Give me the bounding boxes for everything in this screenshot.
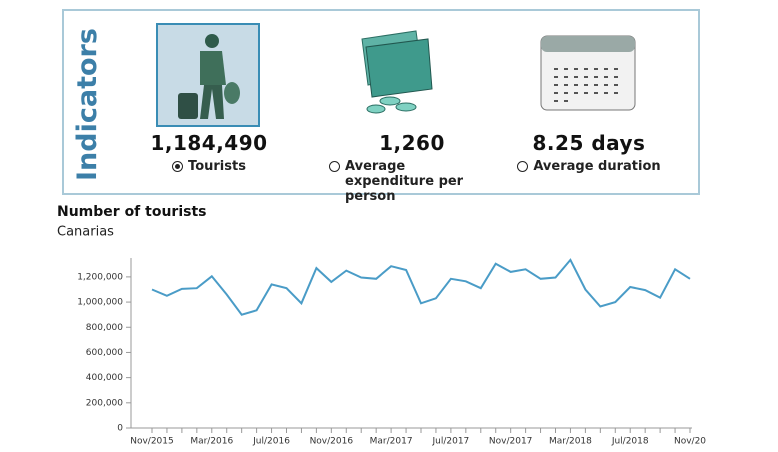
indicator-option[interactable]: Average duration (494, 159, 684, 174)
calendar-icon (540, 35, 636, 111)
wallet-icon (361, 30, 433, 114)
x-tick-label: Nov/2015 (130, 437, 174, 447)
y-tick-label: 800,000 (86, 323, 123, 333)
x-tick-label: Jul/2018 (611, 437, 649, 447)
y-tick-label: 600,000 (86, 348, 123, 358)
indicator-option[interactable]: Tourists (114, 159, 304, 174)
chart-title: Number of tourists (57, 204, 207, 220)
y-tick-label: 0 (117, 424, 123, 434)
indicators-panel: Indicators 1,184,490 Tourists 1,260 Average… (62, 9, 700, 204)
indicator-value: 1,184,490 (150, 131, 268, 155)
y-tick-label: 200,000 (86, 398, 123, 408)
x-tick-label: Nov/2016 (310, 437, 354, 447)
radio-button[interactable] (517, 161, 529, 172)
x-tick-label: Nov/2017 (489, 437, 533, 447)
indicator: 1,260 Average expenditure per person (317, 131, 507, 204)
data-line (151, 258, 691, 316)
x-tick-label: Jul/2016 (252, 437, 290, 447)
y-tick-label: 1,200,000 (77, 272, 123, 282)
indicator-label: Average duration (533, 159, 661, 174)
tourist-icon (156, 23, 260, 127)
indicator-value: 8.25 days (532, 131, 646, 155)
indicator-label: Tourists (188, 159, 246, 174)
radio-button[interactable] (172, 161, 184, 172)
x-tick-label: Nov/20 (674, 437, 706, 447)
indicator-option[interactable]: Average expenditure per person (317, 159, 507, 204)
x-tick-label: Mar/2017 (370, 437, 413, 447)
indicator: 1,184,490 Tourists (114, 131, 304, 174)
x-tick-label: Mar/2016 (190, 437, 233, 447)
indicator-value: 1,260 (379, 131, 445, 155)
y-tick-label: 1,000,000 (77, 298, 123, 308)
radio-button[interactable] (329, 161, 340, 172)
x-tick-label: Mar/2018 (549, 437, 592, 447)
y-tick-label: 400,000 (86, 373, 123, 383)
chart-subtitle: Canarias (57, 225, 114, 240)
indicator-label: Average expenditure per person (345, 159, 464, 204)
x-tick-label: Jul/2017 (431, 437, 469, 447)
indicator: 8.25 days Average duration (494, 131, 684, 174)
